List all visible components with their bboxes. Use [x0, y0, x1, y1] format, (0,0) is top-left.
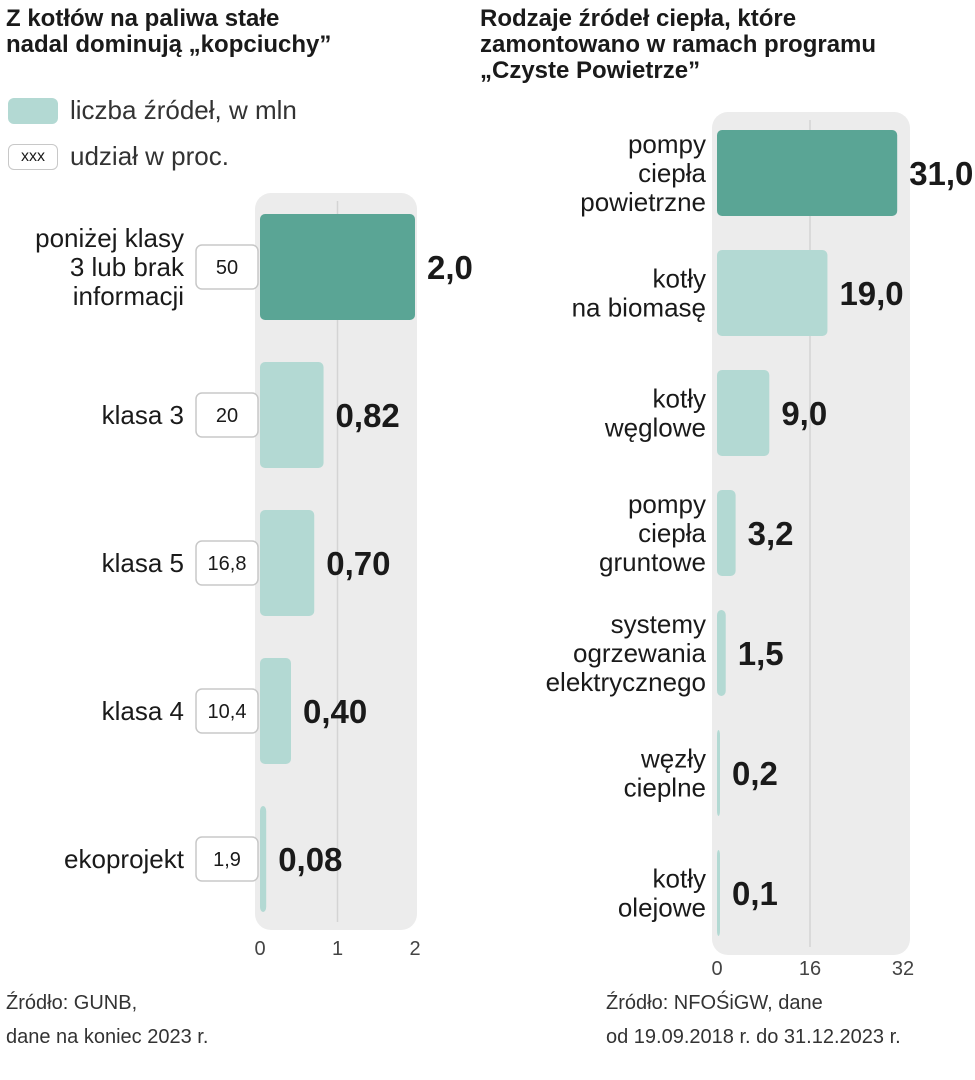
left-chart-bar — [260, 362, 324, 468]
right-chart-bar — [717, 730, 720, 816]
left-chart-share-label: 20 — [216, 405, 238, 427]
left-chart-share-box — [195, 244, 259, 290]
right-chart-bar — [717, 370, 770, 456]
left-chart-category-label: klasa 5 — [102, 548, 184, 578]
right-chart-category-label: kotły olejowe — [618, 864, 706, 923]
right-chart-value-label: 31,0 — [909, 155, 973, 192]
left-chart-bar — [260, 510, 315, 616]
right-chart-bar — [717, 610, 726, 696]
left-chart-share-box — [195, 836, 259, 882]
left-chart-share-box — [195, 540, 259, 586]
left-chart-x-tick-label: 2 — [409, 938, 420, 960]
left-chart-value-label: 0,40 — [303, 693, 367, 730]
right-chart-category-label: kotły węglowe — [604, 384, 706, 443]
right-chart-title: Rodzaje źródeł ciepła, które zamontowano… — [480, 5, 877, 84]
right-chart-x-tick-label: 0 — [711, 958, 722, 980]
left-chart-bar — [260, 214, 415, 320]
right-chart-category-label: węzły cieplne — [624, 744, 706, 803]
right-chart-value-label: 19,0 — [839, 275, 903, 312]
legend-share: xxx udział w proc. — [8, 141, 229, 172]
right-chart-category-label: pompy ciepła gruntowe — [599, 489, 707, 577]
right-chart-x-tick-label: 32 — [892, 958, 914, 980]
right-chart-value-label: 3,2 — [748, 515, 794, 552]
right-chart-category-label: pompy ciepła powietrzne — [580, 129, 706, 217]
legend-series: liczba źródeł, w mln — [8, 95, 297, 126]
right-chart-source: Źródło: NFOŚiGW, dane od 19.09.2018 r. d… — [606, 992, 901, 1048]
left-chart-value-label: 2,0 — [427, 249, 473, 286]
left-chart-x-tick-label: 1 — [332, 938, 343, 960]
left-chart-bar — [260, 806, 267, 912]
left-chart-value-label: 0,82 — [336, 397, 400, 434]
left-chart-category-label: poniżej klasy 3 lub brak informacji — [35, 223, 185, 311]
left-chart-bar — [260, 658, 291, 764]
legend-swatch — [8, 97, 58, 124]
right-chart-value-label: 9,0 — [781, 395, 827, 432]
left-chart-title: Z kotłów na paliwa stałe nadal dominują … — [6, 5, 332, 58]
left-chart-category-label: ekoprojekt — [64, 844, 185, 874]
right-chart-value-label: 0,1 — [732, 875, 778, 912]
left-chart-value-label: 0,08 — [278, 841, 342, 878]
right-chart-bar — [717, 130, 898, 216]
right-chart-value-label: 1,5 — [738, 635, 784, 672]
right-chart-category-label: kotły na biomasę — [572, 264, 706, 323]
left-chart-category-label: klasa 3 — [102, 400, 184, 430]
right-chart-value-label: 0,2 — [732, 755, 778, 792]
legend-series-label: liczba źródeł, w mln — [70, 95, 297, 125]
left-chart-category-label: klasa 4 — [102, 696, 184, 726]
legend-share-label: udział w proc. — [70, 141, 229, 171]
left-chart-value-label: 0,70 — [326, 545, 390, 582]
right-chart-bar — [717, 490, 736, 576]
right-chart-category-label: systemy ogrzewania elektrycznego — [546, 609, 707, 697]
left-chart-source: Źródło: GUNB, dane na koniec 2023 r. — [6, 992, 209, 1048]
left-chart-share-label: 10,4 — [208, 701, 247, 723]
left-chart-share-label: 50 — [216, 257, 238, 279]
legend-share-sample: xxx — [8, 143, 58, 170]
left-chart-share-label: 16,8 — [208, 553, 247, 575]
left-chart-share-box — [195, 688, 259, 734]
right-chart-bar — [717, 250, 828, 336]
left-chart-share-label: 1,9 — [213, 849, 241, 871]
right-chart-plot-panel — [712, 112, 910, 955]
right-chart-x-tick-label: 16 — [799, 958, 821, 980]
right-chart-bar — [717, 850, 720, 936]
left-chart-x-tick-label: 0 — [254, 938, 265, 960]
left-chart-share-box — [195, 392, 259, 438]
